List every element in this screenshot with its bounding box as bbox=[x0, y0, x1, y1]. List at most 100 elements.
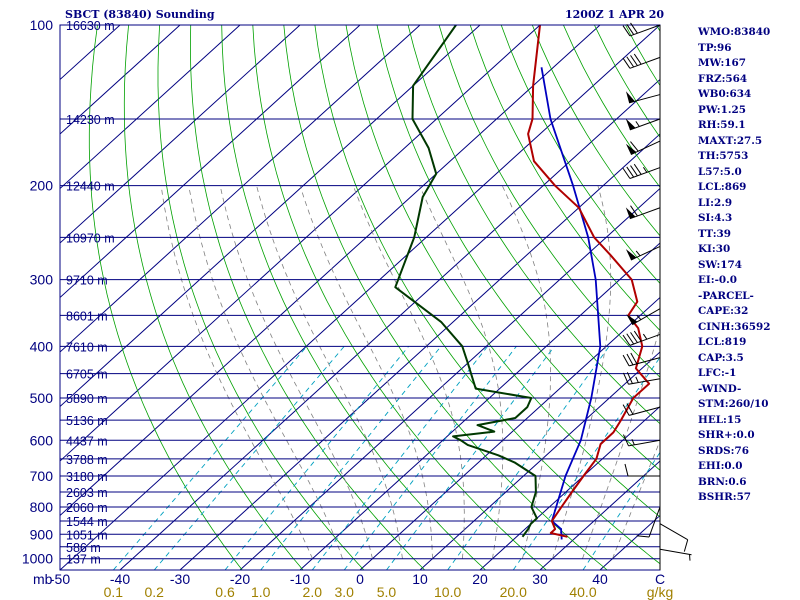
index-item: LFC:-1 bbox=[698, 367, 737, 379]
pressure-label: 600 bbox=[30, 432, 54, 448]
barb-flag bbox=[622, 25, 631, 37]
height-label: 1544 m bbox=[66, 515, 108, 529]
barb-flag bbox=[624, 463, 629, 477]
mixing-ratio-label: 1.0 bbox=[251, 584, 271, 600]
barb-half-flag bbox=[642, 333, 648, 340]
barb-pennant bbox=[625, 143, 637, 155]
pressure-label: 300 bbox=[30, 272, 54, 288]
index-item: CAPE:32 bbox=[698, 305, 749, 317]
isotherm-line bbox=[179, 133, 660, 570]
temperature-tick-label: -40 bbox=[110, 571, 130, 587]
index-item: MAXT:27.5 bbox=[698, 134, 763, 147]
dry-adiabat-line bbox=[469, 25, 660, 332]
mixing-ratio-line bbox=[153, 346, 345, 570]
barb-half-flag bbox=[636, 314, 642, 320]
index-item: EI:-0.0 bbox=[698, 274, 738, 286]
index-item: L57:5.0 bbox=[698, 165, 742, 178]
barb-flag bbox=[683, 539, 689, 552]
mixing-ratio-line bbox=[512, 356, 660, 570]
index-item: TT:39 bbox=[698, 227, 732, 240]
wind-barb bbox=[622, 22, 661, 37]
temperature-tick-label: 20 bbox=[472, 571, 488, 587]
index-item: BSHR:57 bbox=[698, 491, 752, 503]
temperature-tick-label: -20 bbox=[230, 571, 250, 587]
mixing-ratio-label: g/kg bbox=[647, 584, 673, 600]
wind-barb bbox=[625, 91, 661, 104]
index-item: -PARCEL- bbox=[698, 289, 754, 302]
barb-half-flag bbox=[635, 121, 640, 127]
pressure-label: 100 bbox=[30, 17, 54, 33]
wind-barb bbox=[622, 352, 661, 367]
barb-flag bbox=[626, 403, 634, 415]
barb-flag bbox=[626, 333, 635, 345]
mixing-ratio-label: 2.0 bbox=[303, 584, 323, 600]
isotherm-line bbox=[60, 25, 61, 26]
moist-adiabat-line bbox=[552, 185, 612, 559]
dry-adiabat-line bbox=[781, 25, 800, 570]
index-item: HEL:15 bbox=[698, 413, 742, 426]
barb-flag bbox=[626, 56, 635, 68]
wind-barb bbox=[625, 205, 661, 220]
height-label: 16630 m bbox=[66, 19, 115, 33]
wind-barb bbox=[625, 118, 661, 131]
barb-half-flag bbox=[635, 250, 641, 257]
index-item: SHR+:0.0 bbox=[698, 429, 755, 441]
pressure-label: 200 bbox=[30, 178, 54, 194]
dry-adiabat-line bbox=[283, 25, 608, 570]
moist-adiabat-line bbox=[188, 185, 343, 559]
barb-shaft bbox=[659, 548, 692, 556]
temperature-tick-label: -10 bbox=[290, 571, 310, 587]
dry-adiabat-line bbox=[345, 25, 660, 518]
height-label: 5136 m bbox=[66, 414, 108, 428]
dry-adiabat-line bbox=[88, 25, 243, 570]
temperature-tick-label: 40 bbox=[592, 571, 608, 587]
barb-flag bbox=[633, 163, 642, 175]
chart-title: SBCT (83840) Sounding bbox=[65, 8, 215, 21]
height-label: 7610 m bbox=[66, 340, 108, 354]
height-label: 5890 m bbox=[66, 392, 108, 406]
barb-flag bbox=[626, 166, 635, 178]
index-item: CAP:3.5 bbox=[698, 351, 744, 364]
barb-flag bbox=[622, 334, 631, 346]
index-item: LCL:819 bbox=[698, 336, 747, 348]
barb-pennant bbox=[625, 118, 636, 130]
barb-half-flag bbox=[635, 376, 639, 383]
barb-half-flag bbox=[642, 166, 648, 173]
height-label: 8601 m bbox=[66, 309, 108, 323]
isotherm-line bbox=[60, 25, 660, 570]
index-item: EHI:0.0 bbox=[698, 460, 743, 472]
dry-adiabat-line bbox=[221, 25, 486, 570]
index-item: SW:174 bbox=[698, 258, 742, 271]
barb-pennant bbox=[625, 91, 635, 103]
index-item: PW:1.25 bbox=[698, 103, 746, 116]
isotherm-line bbox=[359, 296, 660, 570]
mixing-ratio-label: 20.0 bbox=[500, 584, 527, 600]
barb-flag bbox=[622, 372, 629, 385]
index-item: WMO:83840 bbox=[698, 26, 771, 38]
isotherm-line bbox=[60, 25, 181, 135]
mixing-ratio-line bbox=[112, 346, 308, 570]
isotherm-line bbox=[119, 78, 660, 570]
pressure-label: 400 bbox=[30, 338, 54, 354]
wind-barb bbox=[622, 163, 661, 180]
index-item: WB0:634 bbox=[698, 88, 752, 100]
dry-adiabat-line bbox=[656, 25, 660, 32]
index-item: TH:5753 bbox=[698, 150, 749, 162]
barb-flag bbox=[622, 404, 630, 416]
wind-barb bbox=[636, 506, 661, 538]
index-item: MW:167 bbox=[698, 57, 746, 69]
wind-barb bbox=[659, 523, 689, 552]
isotherm-line bbox=[60, 25, 241, 190]
height-label: 6705 m bbox=[66, 368, 108, 382]
height-label: 137 m bbox=[66, 553, 101, 567]
wind-barb bbox=[625, 246, 661, 261]
isotherm-line bbox=[659, 569, 660, 570]
mixing-ratio-label: 40.0 bbox=[569, 584, 596, 600]
wind-barb bbox=[625, 140, 661, 156]
barb-flag bbox=[622, 168, 631, 179]
mixing-ratio-line bbox=[260, 346, 442, 570]
height-label: 9710 m bbox=[66, 274, 108, 288]
pressure-label: 900 bbox=[30, 526, 54, 542]
index-item: RH:59.1 bbox=[698, 119, 746, 131]
barb-flag bbox=[630, 141, 639, 152]
